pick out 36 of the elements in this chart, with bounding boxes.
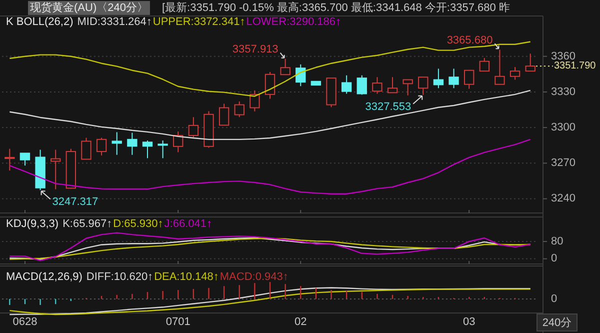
ref-line-label: 3351.790 [554, 60, 596, 72]
line-series [9, 232, 531, 262]
y-tick-label: 3300 [551, 121, 576, 134]
series-label: D:65.930↑ [113, 218, 164, 230]
chart-title: 现货黄金(AU)〈240分〉 [30, 0, 148, 14]
x-tick-label: 03 [462, 316, 476, 328]
legend-title: K BOLL(26,2) [6, 16, 74, 28]
text: DIFF:10.620↑ [86, 270, 154, 283]
x-tick-label: 02 [294, 316, 307, 328]
series-label: J:66.041↑ [164, 218, 212, 230]
annotation: 3357.913 [232, 44, 278, 56]
y-tick-label: 3330 [551, 86, 576, 98]
line-series [9, 138, 531, 194]
x-tick-label: 0628 [12, 316, 38, 328]
chart-subtitle: [最新:3351.790 -0.15% 最高:3365.700 最低:3341.648 今开:3357.680 昨 [162, 0, 510, 14]
text: UPPER:3372.341↑ [152, 16, 246, 28]
text: 240分 [542, 316, 572, 329]
y-tick-label: 3240 [551, 192, 576, 205]
text: LOWER:3290.186↑ [246, 16, 341, 28]
annotation: 3365.680 [446, 34, 493, 47]
annotation: 3327.553 [365, 100, 412, 113]
y-tick-label: 3360 [551, 50, 576, 62]
series-label: DEA:10.148↑ [154, 270, 219, 283]
series-label: MACD:0.943↑ [220, 270, 288, 283]
candlestick [112, 132, 122, 156]
y-tick-label: 3270 [551, 157, 576, 170]
candlestick [50, 149, 61, 190]
annotation: 3247.317 [52, 196, 98, 208]
legend-title: MACD(12,26,9) [6, 270, 82, 283]
text: MID:3331.264↑ [77, 16, 152, 28]
x-tick-label: 0701 [166, 316, 190, 328]
legend-title: KDJ(9,3,3) [6, 218, 59, 230]
y-tick-label: 0 [551, 252, 558, 265]
series-label: K:65.967↑ [62, 218, 112, 230]
y-tick-label: 80 [551, 235, 564, 248]
candlestick [4, 148, 15, 172]
